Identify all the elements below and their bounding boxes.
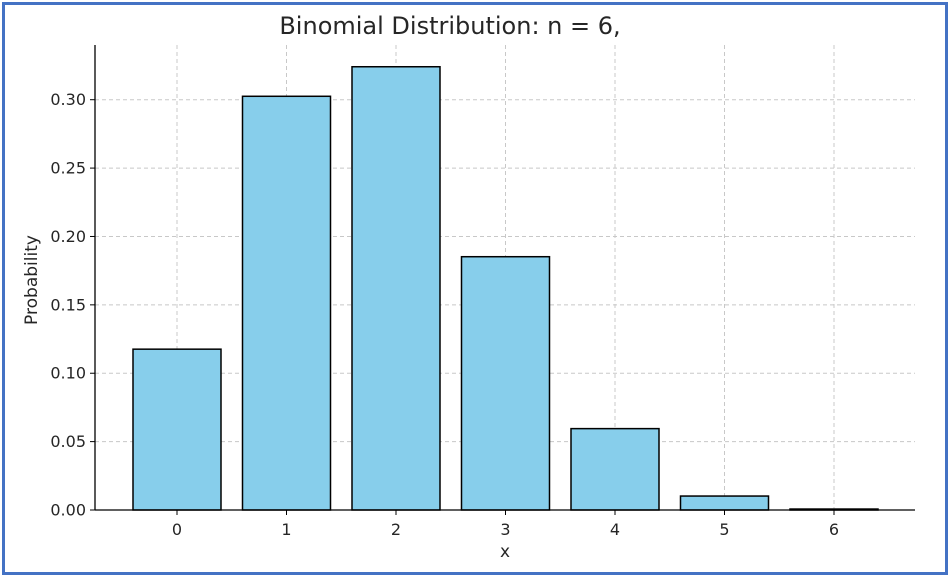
y-tick-label: 0.20 <box>50 227 86 246</box>
bar-4 <box>570 427 660 511</box>
bar-3 <box>460 255 551 511</box>
y-tick-label: 0.30 <box>50 90 86 109</box>
x-tick-label: 0 <box>172 520 182 539</box>
x-tick-label: 2 <box>391 520 401 539</box>
x-tick-label: 1 <box>281 520 291 539</box>
x-axis-label: x <box>500 542 510 562</box>
x-tick-label: 4 <box>610 520 620 539</box>
bar-5 <box>679 495 770 511</box>
tick-labels: 0.00 0.05 0.10 0.15 0.20 0.25 0.30 0 1 2 3 4 5 6 <box>50 90 839 539</box>
y-axis-label: Probability <box>22 235 42 325</box>
y-tick-label: 0.10 <box>50 364 86 383</box>
x-tick-label: 3 <box>500 520 510 539</box>
axes <box>90 45 915 515</box>
x-tick-label: 6 <box>829 520 839 539</box>
y-tick-label: 0.15 <box>50 295 86 314</box>
chart-title: Binomial Distribution: n = 6, <box>279 12 620 40</box>
y-tick-label: 0.00 <box>50 501 86 520</box>
bars <box>132 65 879 511</box>
bar-2 <box>351 65 441 511</box>
bar-0 <box>132 348 222 511</box>
x-tick-label: 5 <box>719 520 729 539</box>
y-tick-label: 0.05 <box>50 432 86 451</box>
bar-1 <box>241 95 332 511</box>
y-tick-label: 0.25 <box>50 159 86 178</box>
